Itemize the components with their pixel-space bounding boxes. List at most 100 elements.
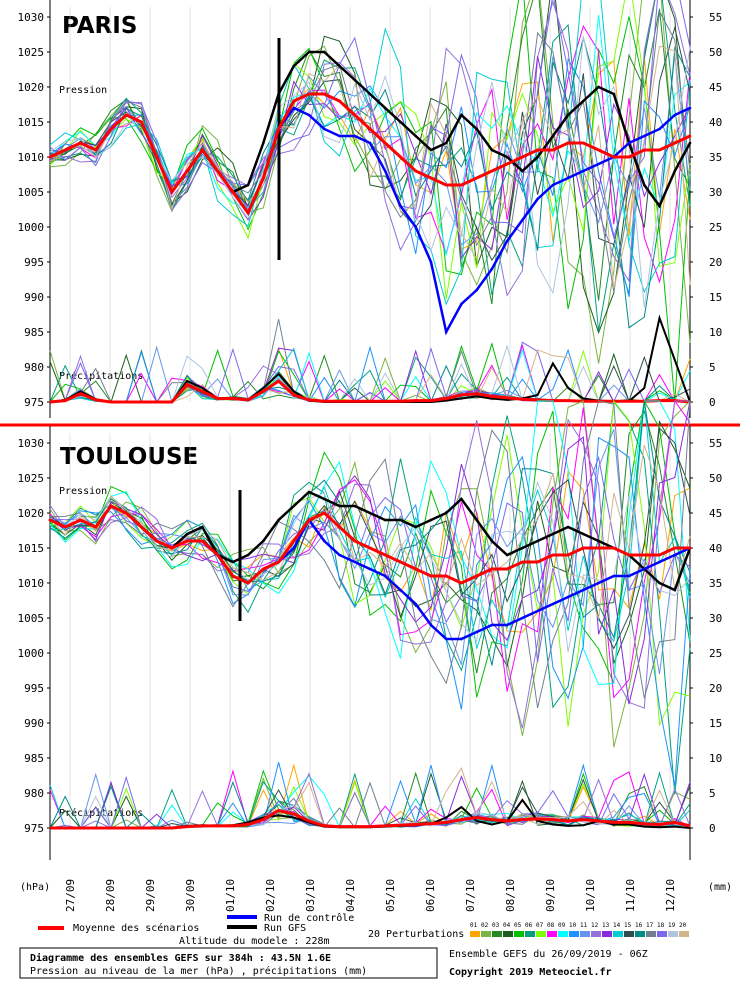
moyenne-des-sc-narios-point (566, 553, 570, 557)
moyenne-des-sc-narios-point (48, 155, 52, 159)
perturbation-10-precip-line (49, 345, 691, 403)
run-gfs-point (307, 490, 311, 494)
perturbation-number: 07 (536, 922, 544, 929)
y-tick-right: 40 (709, 542, 722, 555)
moyenne-des-sc-narios-point (368, 127, 372, 131)
y-tick-left: 1020 (18, 81, 45, 94)
moyenne-des-sc-narios-point (79, 518, 82, 522)
run-gfs-point (658, 581, 661, 585)
run-de-contr-le-point (429, 623, 433, 627)
perturbation-20-precip-line (49, 349, 691, 403)
moyenne-des-sc-narios-point (383, 553, 387, 557)
run-gfs-point (597, 85, 600, 89)
run-gfs-point (566, 113, 570, 117)
run-de-contr-le-point (368, 141, 372, 145)
run-de-contr-le-point (627, 141, 631, 145)
run-de-contr-le-point (536, 197, 539, 201)
run-gfs-point (338, 64, 341, 68)
run-de-contr-le-point (490, 623, 494, 627)
run-gfs-point (292, 64, 296, 68)
perturbation-2-pressure-line (49, 400, 691, 748)
run-gfs-point (383, 518, 387, 522)
paris-precip-label: Précipitations (59, 370, 143, 382)
perturbation-8-pressure-line (49, 399, 691, 699)
y-tick-right: 15 (709, 717, 722, 730)
footer-ensemble: Ensemble GEFS du 26/09/2019 - 06Z (449, 949, 648, 960)
run-gfs-point (444, 141, 448, 145)
x-tick-label: 27/09 (64, 879, 77, 912)
run-gfs-point (673, 169, 677, 173)
run-gfs-point (460, 497, 463, 501)
x-tick-label: 11/10 (624, 879, 637, 912)
y-tick-right: 10 (709, 326, 722, 339)
moyenne-des-sc-narios-point (277, 560, 280, 564)
moyenne-des-sc-narios-point (582, 546, 585, 550)
legend-mean-label: Moyenne des scénarios (73, 922, 199, 934)
moyenne-des-sc-narios-point (399, 155, 402, 159)
run-gfs-point (536, 539, 539, 543)
run-de-contr-le-point (612, 574, 616, 578)
moyenne-des-sc-narios-point (612, 546, 616, 550)
perturbation-2-pressure-line (49, 0, 691, 364)
perturbation-9-pressure-line (49, 14, 691, 256)
run-de-contr-le-point (444, 637, 448, 641)
moyenne-des-sc-narios-point (505, 162, 509, 166)
perturbation-number: 15 (624, 922, 632, 929)
perturbation-3-precip-line (49, 348, 691, 403)
perturbation-number: 09 (558, 922, 566, 929)
y-tick-left: 1025 (18, 46, 45, 59)
perturbation-number: 11 (580, 922, 588, 929)
x-tick-label: 12/10 (664, 879, 677, 912)
perturbation-swatches: 01 02 03 04 05 06 07 08 09 10 11 12 13 14 15 16 17 18 19 20 (470, 922, 689, 937)
run-de-contr-le-point (673, 113, 677, 117)
moyenne-des-sc-narios-point (353, 539, 357, 543)
perturbation-9-precip-line (49, 348, 691, 403)
run-gfs-point (399, 518, 402, 522)
run-gfs-precip-line (49, 314, 691, 403)
run-de-contr-le-point (551, 183, 555, 187)
run-gfs-point (368, 511, 372, 515)
run-gfs-point (612, 92, 616, 96)
perturbation-number: 02 (481, 922, 489, 929)
moyenne-des-sc-narios-point (429, 574, 433, 578)
moyenne-des-sc-narios-point (322, 92, 326, 96)
y-tick-left: 1000 (18, 647, 45, 660)
y-tick-left: 995 (24, 256, 44, 269)
run-gfs-point (246, 183, 250, 187)
y-tick-right: 5 (709, 361, 716, 374)
run-de-contr-le-point (658, 560, 661, 564)
y-tick-right: 15 (709, 291, 722, 304)
y-tick-left: 1015 (18, 116, 45, 129)
run-gfs-point (505, 553, 509, 557)
perturbation-swatch (569, 931, 579, 937)
perturbation-20-pressure-line (49, 444, 691, 619)
perturbation-swatch (580, 931, 590, 937)
moyenne-des-sc-narios-point (444, 183, 448, 187)
run-gfs-point (353, 504, 357, 508)
run-de-contr-le-point (322, 127, 326, 131)
moyenne-des-sc-narios-point (642, 148, 646, 152)
y-tick-right: 45 (709, 81, 722, 94)
run-de-contr-le-point (536, 609, 539, 613)
moyenne-des-sc-narios-point (262, 176, 265, 180)
perturbation-18-pressure-line (49, 455, 691, 663)
perturbation-swatch (547, 931, 557, 937)
y-tick-right: 55 (709, 11, 722, 24)
y-tick-left: 1020 (18, 507, 45, 520)
unit-left: (hPa) (20, 882, 50, 893)
perturbation-4-precip-line (49, 352, 691, 403)
x-tick-label: 09/10 (544, 879, 557, 912)
moyenne-des-sc-narios-point (48, 518, 52, 522)
y-tick-right: 35 (709, 151, 722, 164)
run-gfs-point (505, 155, 509, 159)
perturbation-number: 05 (514, 922, 522, 929)
moyenne-des-sc-narios-point (109, 504, 113, 508)
run-de-contr-le-point (383, 574, 387, 578)
run-de-contr-le-point (368, 567, 372, 571)
moyenne-des-sc-narios-point (307, 518, 311, 522)
y-tick-right: 55 (709, 437, 722, 450)
moyenne-des-sc-narios-point (688, 134, 692, 138)
footer-copyright: Copyright 2019 Meteociel.fr (449, 966, 612, 978)
run-gfs-point (429, 148, 433, 152)
y-tick-right: 20 (709, 256, 722, 269)
